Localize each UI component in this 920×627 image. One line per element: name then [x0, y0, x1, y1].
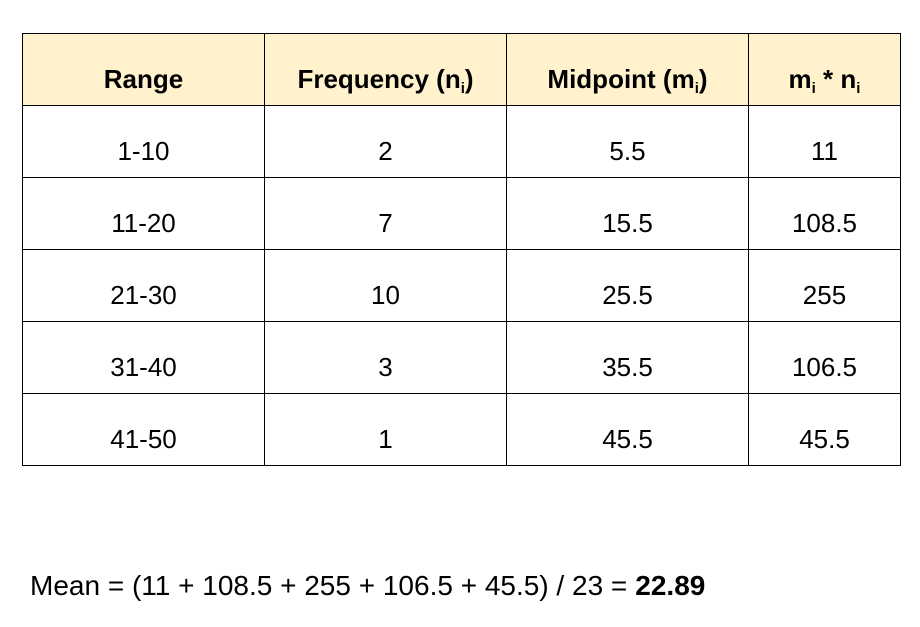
table-cell: 1	[264, 393, 507, 466]
header-text: m	[788, 64, 812, 94]
table-cell: 15.5	[506, 177, 749, 250]
header-text: )	[698, 64, 708, 94]
footer: Mean = (11 + 108.5 + 255 + 106.5 + 45.5)…	[30, 570, 705, 602]
subscript: i	[694, 80, 699, 97]
header-text: Midpoint (m	[547, 64, 695, 94]
header-cell: Frequency (ni)	[264, 33, 507, 106]
table-cell: 255	[748, 249, 901, 322]
table-row: 1-10 2 5.5 11	[22, 105, 901, 178]
table-row: 41-50 1 45.5 45.5	[22, 393, 901, 466]
table-cell: 1-10	[22, 105, 265, 178]
table-cell: 41-50	[22, 393, 265, 466]
table-cell: 21-30	[22, 249, 265, 322]
header-row: Range Frequency (ni) Midpoint (mi) mi * ni	[22, 33, 901, 106]
subscript: i	[811, 80, 816, 97]
table-cell: 45.5	[748, 393, 901, 466]
table-cell: 25.5	[506, 249, 749, 322]
formula: Mean = (11 + 108.5 + 255 + 106.5 + 45.5)…	[30, 570, 628, 601]
table-cell: 35.5	[506, 321, 749, 394]
table-cell: 108.5	[748, 177, 901, 250]
table-cell: 31-40	[22, 321, 265, 394]
header-text: )	[464, 64, 474, 94]
header-text: Range	[103, 64, 184, 94]
table-body: 1-10 2 5.5 11 11-20 7 15.5 108.5 21-30 10 25.5 255 3…	[22, 105, 901, 466]
header-text: Frequency (n	[297, 64, 461, 94]
subscript: i	[460, 80, 465, 97]
table-cell: 5.5	[506, 105, 749, 178]
table-cell: 106.5	[748, 321, 901, 394]
subscript: i	[856, 80, 861, 97]
table: Range Frequency (ni) Midpoint (mi) mi * ni …	[22, 33, 901, 466]
table-cell: 7	[264, 177, 507, 250]
table-cell: 11	[748, 105, 901, 178]
table-cell: 11-20	[22, 177, 265, 250]
result: 22.89	[635, 570, 706, 601]
header-cell: Range	[22, 33, 265, 106]
header-text: * n	[815, 64, 857, 94]
table-row: 31-40 3 35.5 106.5	[22, 321, 901, 394]
table-cell: 10	[264, 249, 507, 322]
table-row: 21-30 10 25.5 255	[22, 249, 901, 322]
table-row: 11-20 7 15.5 108.5	[22, 177, 901, 250]
header-cell: Midpoint (mi)	[506, 33, 749, 106]
table-cell: 2	[264, 105, 507, 178]
table-cell: 45.5	[506, 393, 749, 466]
header-cell: mi * ni	[748, 33, 901, 106]
table-cell: 3	[264, 321, 507, 394]
